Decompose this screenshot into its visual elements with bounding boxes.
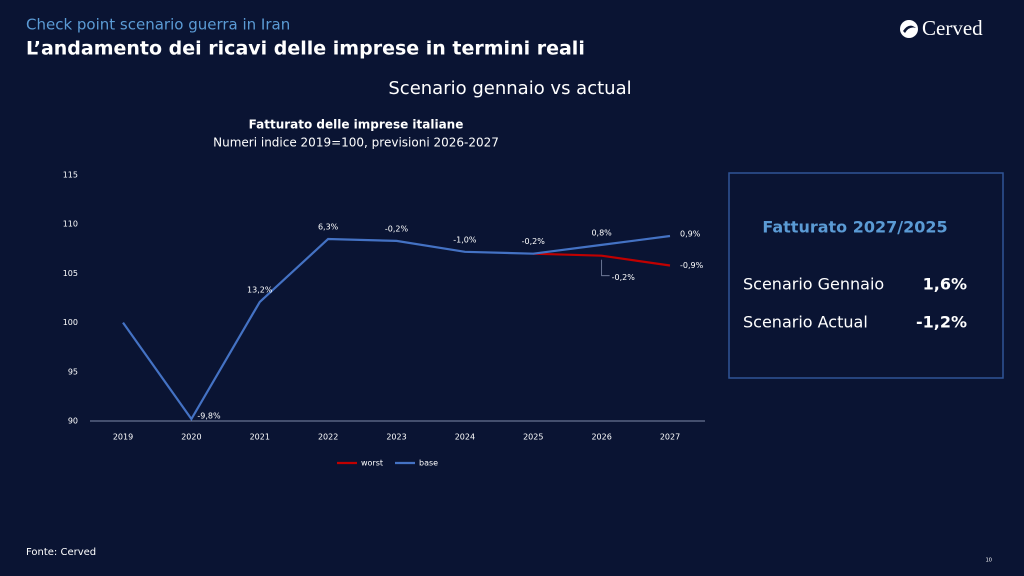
plot: 90 95 100 105 110 115 2019 2020 2021 2022 2023 2024… — [63, 171, 705, 468]
kicker: Check point scenario guerra in Iran — [26, 16, 290, 34]
logo-text: Cerved — [922, 16, 983, 40]
summary-box — [728, 172, 1004, 379]
box-row-label: Scenario Actual — [743, 313, 868, 332]
x-tick-label: 2025 — [523, 433, 543, 442]
logo-icon-cut — [903, 25, 916, 33]
y-tick-label: 100 — [63, 318, 78, 327]
data-label: 6,3% — [318, 222, 339, 231]
x-tick-label: 2026 — [591, 433, 611, 442]
source: Fonte: Cerved — [26, 547, 96, 558]
x-tick-label: 2019 — [113, 433, 133, 442]
box-title: Fatturato 2027/2025 — [762, 218, 947, 237]
box-row-value: 1,6% — [923, 275, 967, 294]
legend-label: base — [419, 459, 438, 468]
data-label: -1,0% — [453, 235, 477, 244]
y-tick-label: 115 — [63, 171, 78, 180]
page-number: 10 — [986, 558, 992, 564]
x-tick-label: 2023 — [386, 433, 406, 442]
data-label: -0,2% — [612, 273, 636, 282]
chart-subtitle: Numeri indice 2019=100, previsioni 2026-… — [213, 136, 499, 150]
x-tick-label: 2027 — [660, 433, 680, 442]
x-tick-label: 2024 — [455, 433, 475, 442]
logo-icon — [900, 20, 918, 38]
data-label: -0,2% — [385, 224, 409, 233]
y-tick-label: 90 — [68, 417, 78, 426]
box-row-label: Scenario Gennaio — [743, 275, 884, 294]
y-tick-label: 105 — [63, 269, 78, 278]
data-label: -0,2% — [522, 237, 546, 246]
x-tick-label: 2021 — [250, 433, 270, 442]
data-label: -9,8% — [197, 412, 221, 421]
y-tick-label: 95 — [68, 367, 78, 376]
data-label: 0,9% — [680, 230, 701, 239]
box-row-value: -1,2% — [916, 313, 967, 332]
chart-title: Fatturato delle imprese italiane — [249, 118, 464, 132]
data-label: 13,2% — [247, 285, 273, 294]
logo: Cerved — [900, 16, 983, 40]
section-title: Scenario gennaio vs actual — [388, 78, 631, 99]
legend-label: worst — [361, 459, 383, 468]
x-tick-label: 2020 — [181, 433, 201, 442]
series-line — [533, 252, 671, 267]
slide-title: L’andamento dei ricavi delle imprese in … — [26, 38, 585, 60]
label-leader — [601, 259, 610, 277]
data-label: 0,8% — [591, 228, 612, 237]
data-label: -0,9% — [680, 261, 704, 270]
series-line — [122, 234, 671, 422]
x-tick-label: 2022 — [318, 433, 338, 442]
y-tick-label: 110 — [63, 220, 78, 229]
